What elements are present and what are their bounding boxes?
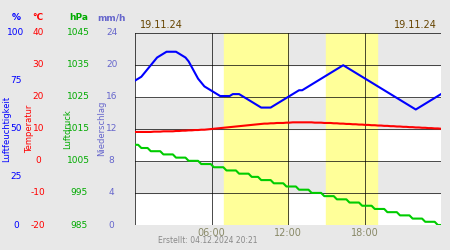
- Text: 8: 8: [109, 156, 114, 165]
- Text: hPa: hPa: [69, 14, 88, 22]
- Text: Luftdruck: Luftdruck: [63, 109, 72, 148]
- Bar: [326, 32, 377, 225]
- Text: 16: 16: [106, 92, 117, 101]
- Text: mm/h: mm/h: [97, 14, 126, 22]
- Text: 1025: 1025: [68, 92, 90, 101]
- Bar: [135, 97, 441, 129]
- Text: 1035: 1035: [67, 60, 90, 69]
- Bar: [135, 129, 441, 161]
- Bar: [224, 32, 288, 225]
- Bar: [135, 193, 441, 225]
- Text: 0: 0: [109, 220, 114, 230]
- Text: Luftfeuchtigkeit: Luftfeuchtigkeit: [2, 96, 11, 162]
- Text: 20: 20: [32, 92, 44, 101]
- Text: 50: 50: [10, 124, 22, 133]
- Text: %: %: [11, 14, 20, 22]
- Text: 20: 20: [106, 60, 117, 69]
- Text: 0: 0: [13, 220, 18, 230]
- Text: 995: 995: [70, 188, 87, 198]
- Text: 25: 25: [10, 172, 22, 182]
- Text: 10: 10: [32, 124, 44, 133]
- Text: 75: 75: [10, 76, 22, 85]
- Text: 30: 30: [32, 60, 44, 69]
- Text: 19.11.24: 19.11.24: [140, 20, 182, 30]
- Text: Niederschlag: Niederschlag: [97, 101, 106, 156]
- Bar: [135, 32, 441, 64]
- Text: 40: 40: [32, 28, 44, 37]
- Text: 1015: 1015: [67, 124, 90, 133]
- Text: -10: -10: [31, 188, 45, 198]
- Text: Erstellt: 04.12.2024 20:21: Erstellt: 04.12.2024 20:21: [158, 236, 257, 245]
- Text: Temperatur: Temperatur: [25, 104, 34, 153]
- Text: 19.11.24: 19.11.24: [394, 20, 436, 30]
- Bar: [135, 64, 441, 97]
- Text: 0: 0: [36, 156, 41, 165]
- Text: 4: 4: [109, 188, 114, 198]
- Text: 24: 24: [106, 28, 117, 37]
- Text: -20: -20: [31, 220, 45, 230]
- Bar: [135, 161, 441, 193]
- Text: 985: 985: [70, 220, 87, 230]
- Text: °C: °C: [33, 14, 44, 22]
- Text: 12: 12: [106, 124, 117, 133]
- Text: 1005: 1005: [67, 156, 90, 165]
- Text: 100: 100: [7, 28, 24, 37]
- Text: 1045: 1045: [68, 28, 90, 37]
